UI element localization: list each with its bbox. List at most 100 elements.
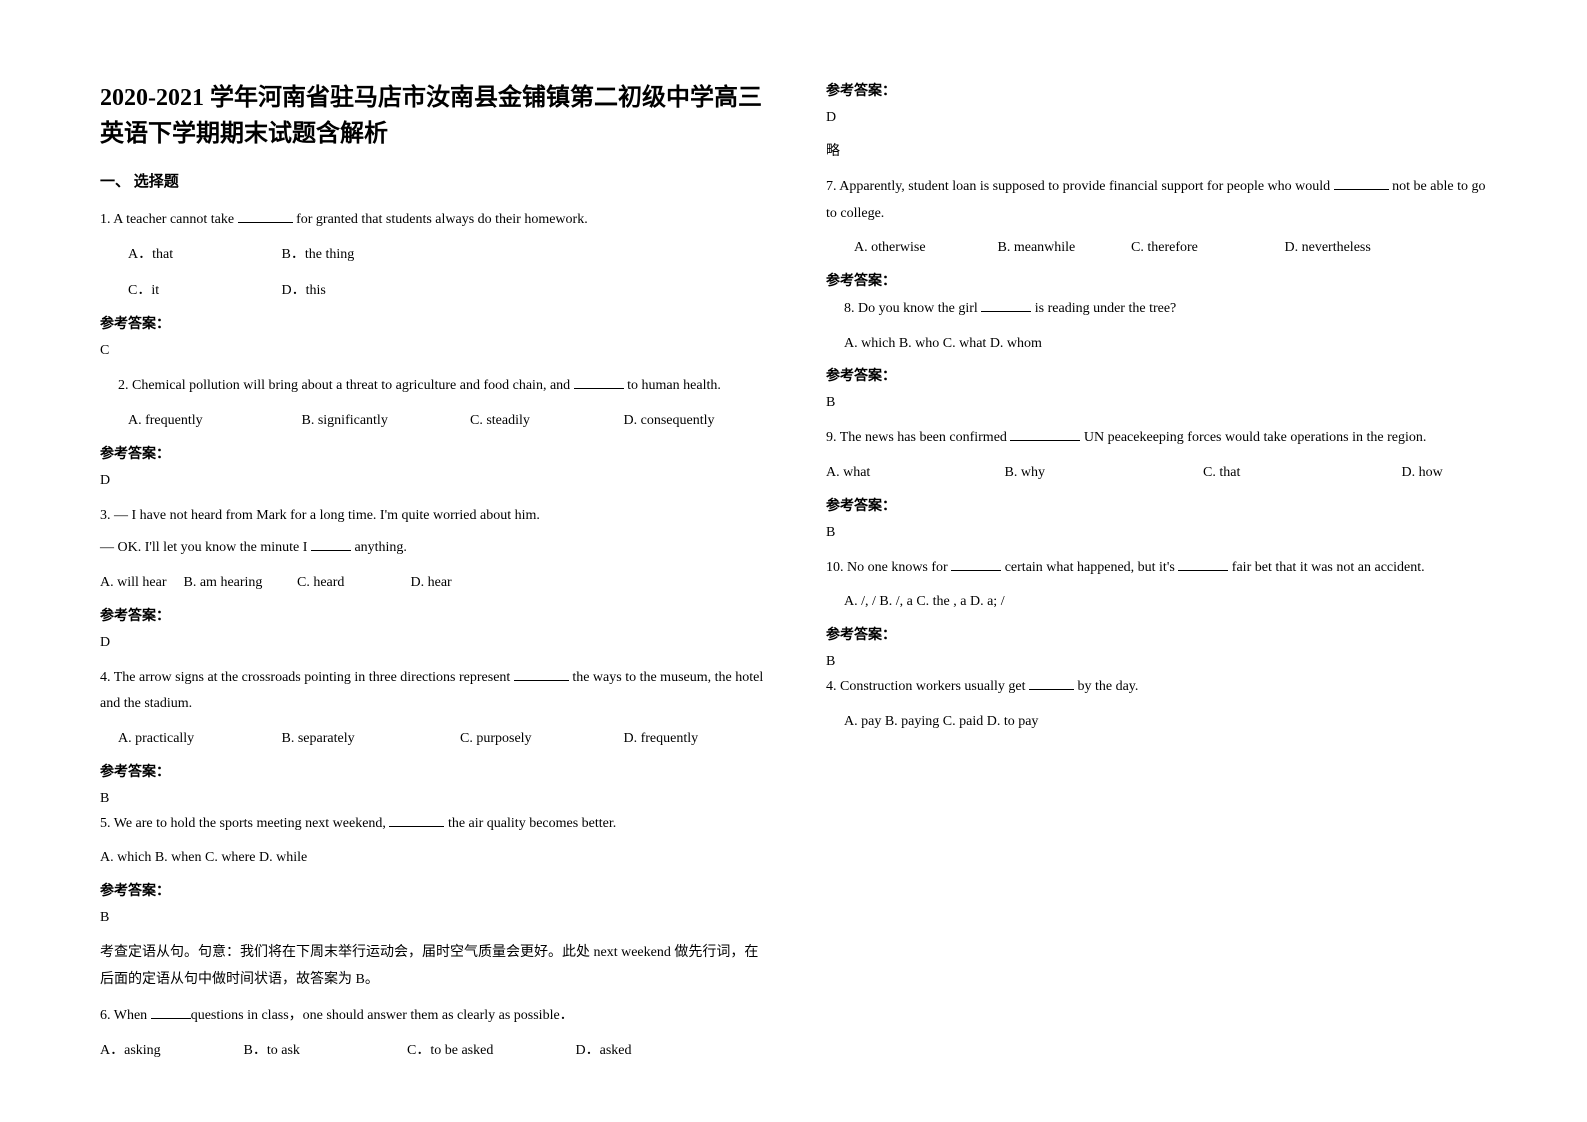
q9-opts: A. what B. why C. that D. how (826, 458, 1497, 489)
q2-optD: D. consequently (624, 406, 715, 437)
q3-optC: C. heard (297, 568, 407, 599)
question-5: 5. We are to hold the sports meeting nex… (100, 811, 771, 838)
blank (151, 1005, 191, 1019)
q1-optA: A．that (128, 240, 278, 271)
blank (981, 298, 1031, 312)
question-1: 1. A teacher cannot take for granted tha… (100, 207, 771, 234)
q7-optB: B. meanwhile (998, 233, 1128, 264)
q10-ans-label: 参考答案： (826, 624, 1497, 644)
question-4: 4. The arrow signs at the crossroads poi… (100, 665, 771, 718)
q2-optA: A. frequently (128, 406, 298, 437)
q9-stem-a: 9. The news has been confirmed (826, 430, 1010, 445)
q1-stem-a: 1. A teacher cannot take (100, 212, 238, 227)
blank (238, 209, 293, 223)
q4-optD: D. frequently (624, 724, 699, 755)
q9-optC: C. that (1203, 458, 1398, 489)
q7-opts: A. otherwise B. meanwhile C. therefore D… (826, 233, 1497, 264)
q3-line2a: — OK. I'll let you know the minute I (100, 540, 311, 555)
q3-ans: D (100, 635, 771, 651)
q6-ans-label: 参考答案： (826, 80, 1497, 100)
q6-optC: C．to be asked (407, 1036, 572, 1067)
q11-opts: A. pay B. paying C. paid D. to pay (826, 707, 1497, 738)
question-10: 10. No one knows for certain what happen… (826, 555, 1497, 582)
question-8: 8. Do you know the girl is reading under… (826, 296, 1497, 323)
q6-stem-b: questions in class，one should answer the… (191, 1008, 574, 1023)
q10-stem-c: fair bet that it was not an accident. (1228, 560, 1424, 575)
q3-opts: A. will hear B. am hearing C. heard D. h… (100, 568, 771, 599)
q2-ans: D (100, 473, 771, 489)
q6-optB: B．to ask (244, 1036, 404, 1067)
q1-stem-b: for granted that students always do thei… (293, 212, 588, 227)
q7-optC: C. therefore (1131, 233, 1281, 264)
q5-stem-a: 5. We are to hold the sports meeting nex… (100, 816, 389, 831)
q8-ans: B (826, 395, 1497, 411)
q2-optB: B. significantly (302, 406, 467, 437)
q4-opts: A. practically B. separately C. purposel… (100, 724, 771, 755)
question-6: 6. When questions in class，one should an… (100, 1003, 771, 1030)
blank (311, 537, 351, 551)
q11-stem-b: by the day. (1074, 679, 1138, 694)
q3-optD: D. hear (411, 568, 452, 599)
q3-line2b: anything. (351, 540, 407, 555)
blank (389, 813, 444, 827)
q8-opts: A. which B. who C. what D. whom (826, 329, 1497, 360)
question-7: 7. Apparently, student loan is supposed … (826, 174, 1497, 227)
q1-opts-row2: C．it D．this (100, 276, 771, 307)
q6-optA: A．asking (100, 1036, 240, 1067)
q1-ans: C (100, 343, 771, 359)
q10-opts: A. /, / B. /, a C. the , a D. a; / (826, 587, 1497, 618)
q4-optA: A. practically (118, 724, 278, 755)
q7-optD: D. nevertheless (1285, 233, 1371, 264)
q6-ans: D (826, 110, 1497, 126)
q3-ans-label: 参考答案： (100, 605, 771, 625)
q1-opts-row1: A．that B．the thing (100, 240, 771, 271)
q1-optC: C．it (128, 276, 278, 307)
blank (1178, 557, 1228, 571)
blank (514, 667, 569, 681)
question-2: 2. Chemical pollution will bring about a… (100, 373, 771, 400)
q6-optD: D．asked (576, 1036, 632, 1067)
q1-optD: D．this (282, 276, 326, 307)
q4-ans-label: 参考答案： (100, 761, 771, 781)
q1-optB: B．the thing (282, 240, 355, 271)
section-heading: 一、 选择题 (100, 170, 771, 191)
q5-ans: B (100, 910, 771, 926)
page-title: 2020-2021 学年河南省驻马店市汝南县金铺镇第二初级中学高三英语下学期期末… (100, 80, 771, 152)
q5-opts: A. which B. when C. where D. while (100, 843, 771, 874)
blank (951, 557, 1001, 571)
q2-stem-a: 2. Chemical pollution will bring about a… (118, 378, 574, 393)
q6-opts: A．asking B．to ask C．to be asked D．asked (100, 1036, 771, 1067)
q9-optA: A. what (826, 458, 1001, 489)
question-9: 9. The news has been confirmed UN peacek… (826, 425, 1497, 452)
exam-page: 2020-2021 学年河南省驻马店市汝南县金铺镇第二初级中学高三英语下学期期末… (100, 80, 1497, 1082)
q9-optD: D. how (1402, 458, 1443, 489)
q3-optA: A. will hear (100, 568, 180, 599)
blank (574, 375, 624, 389)
q7-optA: A. otherwise (854, 233, 994, 264)
q1-ans-label: 参考答案： (100, 313, 771, 333)
question-11: 4. Construction workers usually get by t… (826, 674, 1497, 701)
q9-ans: B (826, 525, 1497, 541)
q9-ans-label: 参考答案： (826, 495, 1497, 515)
q9-stem-b: UN peacekeeping forces would take operat… (1080, 430, 1426, 445)
q4-stem-a: 4. The arrow signs at the crossroads poi… (100, 670, 514, 685)
q6-stem-a: 6. When (100, 1008, 151, 1023)
q2-ans-label: 参考答案： (100, 443, 771, 463)
blank (1010, 427, 1080, 441)
q4-ans: B (100, 791, 771, 807)
q10-ans: B (826, 654, 1497, 670)
q10-stem-a: 10. No one knows for (826, 560, 951, 575)
q11-stem-a: 4. Construction workers usually get (826, 679, 1029, 694)
q7-stem-a: 7. Apparently, student loan is supposed … (826, 179, 1334, 194)
question-3-line2: — OK. I'll let you know the minute I any… (100, 535, 771, 562)
q7-ans-label: 参考答案： (826, 270, 1497, 290)
q2-optC: C. steadily (470, 406, 620, 437)
q5-stem-b: the air quality becomes better. (444, 816, 616, 831)
q10-stem-b: certain what happened, but it's (1001, 560, 1178, 575)
q5-explanation: 考查定语从句。句意：我们将在下周末举行运动会，届时空气质量会更好。此处 next… (100, 940, 771, 993)
q8-ans-label: 参考答案： (826, 365, 1497, 385)
q5-ans-label: 参考答案： (100, 880, 771, 900)
blank (1029, 676, 1074, 690)
q2-opts: A. frequently B. significantly C. steadi… (100, 406, 771, 437)
q2-stem-b: to human health. (624, 378, 721, 393)
